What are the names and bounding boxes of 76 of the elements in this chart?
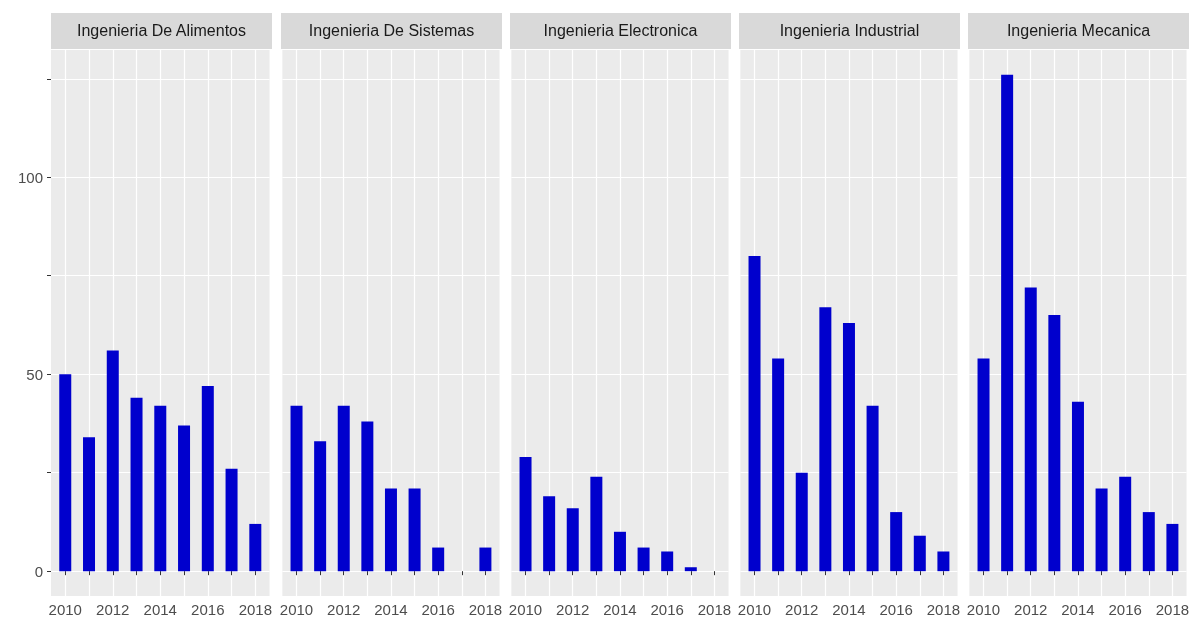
bar <box>795 472 808 572</box>
x-tick-label: 2012 <box>327 601 361 618</box>
bar <box>684 567 697 572</box>
x-tick-label: 2012 <box>1014 601 1048 618</box>
x-tick-label: 2010 <box>279 601 314 618</box>
bar <box>479 547 492 572</box>
bar <box>748 256 761 572</box>
y-tick-label: 50 <box>26 365 43 383</box>
x-tick-label: 2014 <box>832 601 866 618</box>
bar <box>1095 488 1108 572</box>
bar <box>106 350 119 572</box>
bar <box>290 405 303 572</box>
bar <box>977 358 990 572</box>
bar <box>1024 287 1037 572</box>
bar <box>613 531 626 572</box>
bar <box>1071 401 1084 572</box>
chart-title: Ingenieria Electronica <box>510 13 731 49</box>
bar <box>314 441 327 572</box>
x-tick-label: 2014 <box>374 601 408 618</box>
x-tick-label: 2016 <box>191 601 225 618</box>
x-tick-label: 2014 <box>603 601 637 618</box>
x-tick-label: 2014 <box>1061 601 1095 618</box>
bar <box>890 512 903 572</box>
x-tick-label: 2018 <box>238 601 272 618</box>
x-tick-label: 2018 <box>468 601 503 618</box>
bar <box>337 405 350 572</box>
bar <box>866 405 879 572</box>
y-tick-label: 100 <box>17 168 43 186</box>
x-tick-label: 2010 <box>737 601 772 618</box>
chart-title: Ingenieria De Alimentos <box>51 13 272 49</box>
bar <box>842 323 855 572</box>
x-tick-label: 2018 <box>1155 601 1190 618</box>
bar <box>154 405 167 572</box>
x-tick-label: 2016 <box>421 601 455 618</box>
x-tick-label: 2018 <box>697 601 732 618</box>
x-tick-label: 2010 <box>48 601 82 618</box>
bar <box>225 468 238 572</box>
bar <box>201 386 214 572</box>
x-tick-label: 2016 <box>879 601 913 618</box>
bar <box>361 421 374 572</box>
bar <box>83 437 96 572</box>
x-tick-label: 2010 <box>966 601 1001 618</box>
bar <box>178 425 191 572</box>
bar <box>937 551 950 572</box>
bar <box>913 535 926 572</box>
x-tick-label: 2018 <box>926 601 961 618</box>
bar <box>661 551 674 572</box>
bar <box>1142 512 1155 572</box>
bar <box>772 358 785 572</box>
x-tick-label: 2012 <box>556 601 590 618</box>
bar <box>1166 523 1179 572</box>
bar <box>519 456 532 572</box>
bar <box>566 508 579 572</box>
bar <box>1001 74 1014 572</box>
x-tick-label: 2010 <box>508 601 543 618</box>
bar <box>1048 315 1061 572</box>
x-tick-label: 2014 <box>143 601 177 618</box>
chart-title: Ingenieria De Sistemas <box>281 13 502 49</box>
chart-title: Ingenieria Mecanica <box>968 13 1189 49</box>
bar <box>590 476 603 572</box>
bar <box>59 374 72 572</box>
x-tick-label: 2012 <box>785 601 819 618</box>
bar <box>1119 476 1132 572</box>
bar <box>384 488 397 572</box>
bar <box>432 547 445 572</box>
x-tick-label: 2012 <box>96 601 130 618</box>
x-tick-label: 2016 <box>650 601 684 618</box>
x-tick-label: 2016 <box>1108 601 1142 618</box>
y-tick-label: 0 <box>34 562 43 580</box>
bar <box>543 496 556 572</box>
bar <box>249 523 262 572</box>
chart-title: Ingenieria Industrial <box>739 13 960 49</box>
bar <box>637 547 650 572</box>
bar <box>408 488 421 572</box>
bar <box>130 397 143 572</box>
bar <box>819 307 832 572</box>
